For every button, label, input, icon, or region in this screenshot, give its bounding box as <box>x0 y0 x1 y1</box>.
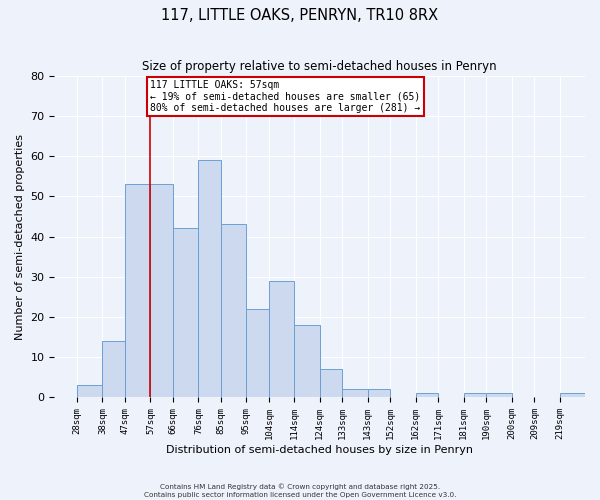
Text: Contains HM Land Registry data © Crown copyright and database right 2025.
Contai: Contains HM Land Registry data © Crown c… <box>144 484 456 498</box>
Bar <box>173 228 199 398</box>
Bar <box>269 281 295 398</box>
Bar <box>487 394 512 398</box>
Bar <box>295 325 320 398</box>
Text: 117, LITTLE OAKS, PENRYN, TR10 8RX: 117, LITTLE OAKS, PENRYN, TR10 8RX <box>161 8 439 22</box>
Bar <box>343 390 368 398</box>
Text: 117 LITTLE OAKS: 57sqm
← 19% of semi-detached houses are smaller (65)
80% of sem: 117 LITTLE OAKS: 57sqm ← 19% of semi-det… <box>151 80 421 113</box>
Bar <box>368 390 391 398</box>
Title: Size of property relative to semi-detached houses in Penryn: Size of property relative to semi-detach… <box>142 60 497 73</box>
Bar <box>247 309 269 398</box>
Bar <box>199 160 221 398</box>
Y-axis label: Number of semi-detached properties: Number of semi-detached properties <box>15 134 25 340</box>
Bar <box>221 224 247 398</box>
Bar <box>77 386 103 398</box>
Bar <box>151 184 173 398</box>
Bar <box>125 184 151 398</box>
Bar <box>103 341 125 398</box>
X-axis label: Distribution of semi-detached houses by size in Penryn: Distribution of semi-detached houses by … <box>166 445 473 455</box>
Bar <box>416 394 439 398</box>
Bar <box>464 394 487 398</box>
Bar <box>560 394 585 398</box>
Bar <box>320 370 343 398</box>
